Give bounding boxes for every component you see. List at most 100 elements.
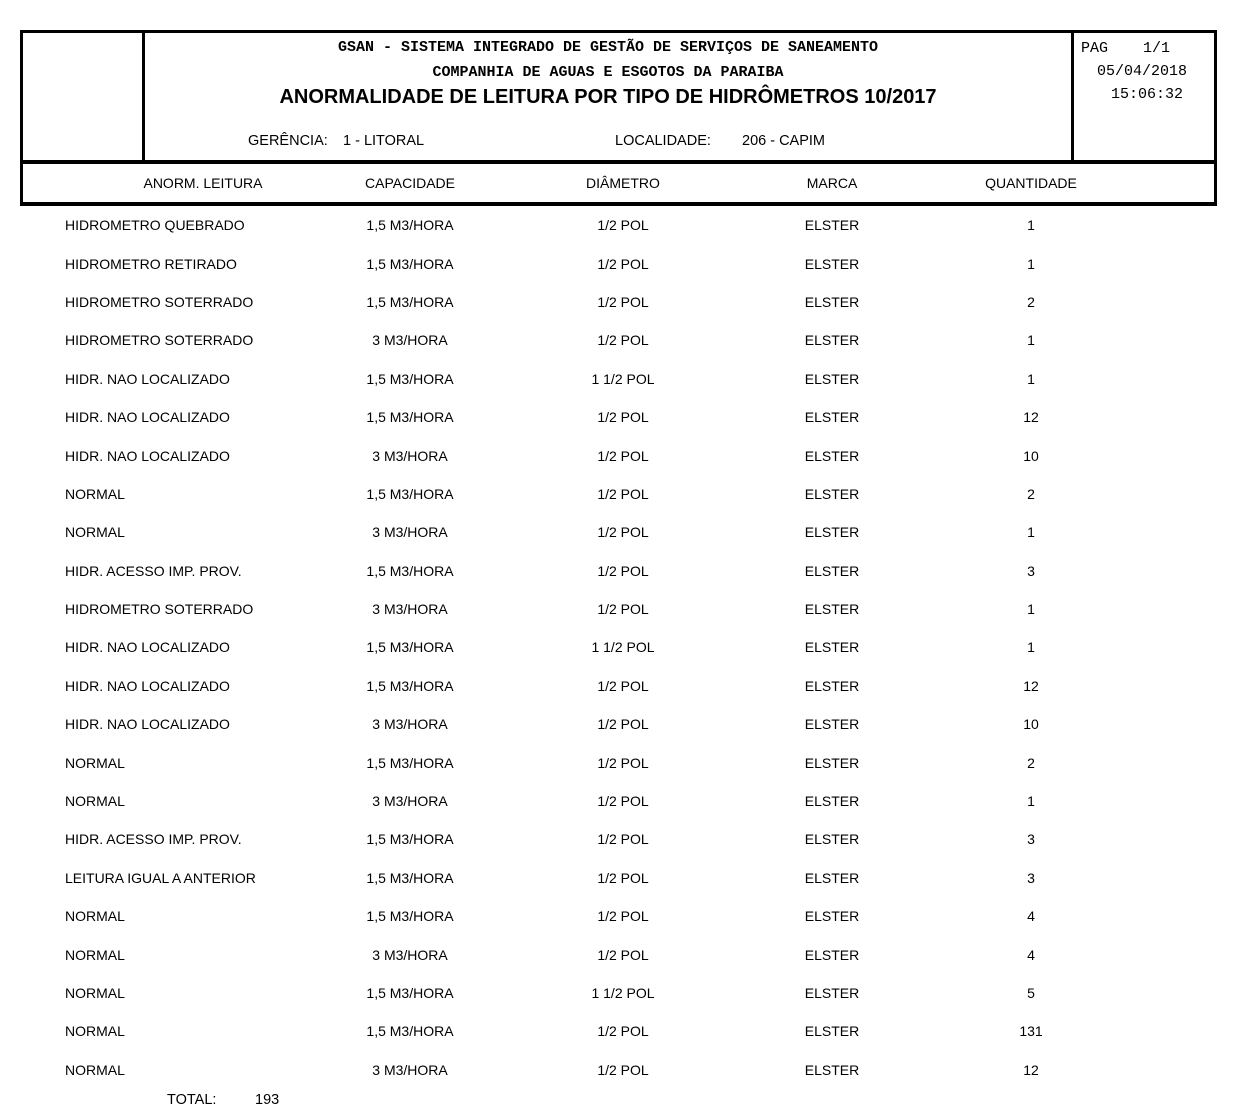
cell-anormalidade: HIDR. NAO LOCALIZADO: [65, 639, 230, 656]
cell-anormalidade: HIDROMETRO SOTERRADO: [65, 332, 254, 349]
report-date: 05/04/2018: [1096, 63, 1187, 80]
cell-capacidade: 3 M3/HORA: [372, 946, 448, 963]
table-row: HIDR. NAO LOCALIZADO 1,5 M3/HORA 1/2 POL EL…: [20, 398, 1217, 436]
table-row: NORMAL 3 M3/HORA 1/2 POL ELSTER 4: [20, 935, 1217, 973]
cell-quantidade: 1: [1027, 332, 1035, 349]
cell-marca: ELSTER: [804, 524, 860, 541]
cell-marca: ELSTER: [804, 370, 860, 387]
table-row: HIDR. NAO LOCALIZADO 3 M3/HORA 1/2 POL ELST…: [20, 436, 1217, 474]
cell-diametro: 1/2 POL: [597, 255, 649, 272]
table-row: NORMAL 3 M3/HORA 1/2 POL ELSTER 1: [20, 782, 1217, 820]
cell-capacidade: 3 M3/HORA: [372, 524, 448, 541]
cell-diametro: 1/2 POL: [597, 677, 649, 694]
table-row: NORMAL 1,5 M3/HORA 1 1/2 POL ELSTER 5: [20, 974, 1217, 1012]
cell-marca: ELSTER: [804, 447, 860, 464]
cell-anormalidade: HIDR. NAO LOCALIZADO: [65, 370, 230, 387]
cell-marca: ELSTER: [804, 908, 860, 925]
cell-capacidade: 3 M3/HORA: [372, 1061, 448, 1078]
cell-capacidade: 1,5 M3/HORA: [366, 562, 454, 579]
cell-anormalidade: NORMAL: [65, 1023, 125, 1040]
col-header-marca: MARCA: [806, 175, 858, 191]
cell-capacidade: 1,5 M3/HORA: [366, 255, 454, 272]
cell-anormalidade: NORMAL: [65, 908, 125, 925]
cell-capacidade: 3 M3/HORA: [372, 793, 448, 810]
cell-quantidade: 1: [1027, 370, 1035, 387]
cell-quantidade: 2: [1027, 293, 1035, 310]
cell-capacidade: 3 M3/HORA: [372, 716, 448, 733]
cell-anormalidade: HIDR. ACESSO IMP. PROV.: [65, 831, 242, 848]
cell-quantidade: 10: [1023, 716, 1039, 733]
cell-anormalidade: NORMAL: [65, 1061, 125, 1078]
table-row: NORMAL 3 M3/HORA 1/2 POL ELSTER 1: [20, 513, 1217, 551]
cell-anormalidade: HIDROMETRO RETIRADO: [65, 255, 237, 272]
cell-anormalidade: NORMAL: [65, 485, 125, 502]
page-number-line: PAG 1/1: [1074, 37, 1214, 60]
cell-marca: ELSTER: [804, 485, 860, 502]
table-row: LEITURA IGUAL A ANTERIOR 1,5 M3/HORA 1/2 P…: [20, 859, 1217, 897]
table-row: HIDR. NAO LOCALIZADO 1,5 M3/HORA 1 1/2 POL…: [20, 628, 1217, 666]
cell-capacidade: 1,5 M3/HORA: [366, 1023, 454, 1040]
cell-anormalidade: HIDR. NAO LOCALIZADO: [65, 409, 230, 426]
cell-quantidade: 12: [1023, 409, 1039, 426]
table-row: HIDROMETRO SOTERRADO 1,5 M3/HORA 1/2 POL EL…: [20, 283, 1217, 321]
cell-marca: ELSTER: [804, 601, 860, 618]
cell-capacidade: 1,5 M3/HORA: [366, 677, 454, 694]
cell-diametro: 1/2 POL: [597, 831, 649, 848]
table-row: HIDR. ACESSO IMP. PROV. 1,5 M3/HORA 1/2 PO…: [20, 552, 1217, 590]
cell-diametro: 1 1/2 POL: [591, 370, 655, 387]
cell-capacidade: 1,5 M3/HORA: [366, 908, 454, 925]
cell-diametro: 1/2 POL: [597, 485, 649, 502]
cell-diametro: 1 1/2 POL: [591, 985, 655, 1001]
col-header-anormalidade: ANORM. LEITURA: [143, 175, 263, 191]
cell-diametro: 1/2 POL: [597, 908, 649, 925]
table-row: HIDROMETRO QUEBRADO 1,5 M3/HORA 1/2 POL ELS…: [20, 206, 1217, 244]
table-body: HIDROMETRO QUEBRADO 1,5 M3/HORA 1/2 POL ELS…: [20, 206, 1217, 1089]
cell-quantidade: 12: [1023, 1061, 1039, 1078]
table-row: HIDR. NAO LOCALIZADO 3 M3/HORA 1/2 POL ELST…: [20, 705, 1217, 743]
cell-capacidade: 1,5 M3/HORA: [366, 754, 454, 771]
page-info-box: PAG 1/1 05/04/2018 15:06:32: [1071, 33, 1214, 160]
cell-quantidade: 1: [1027, 255, 1035, 272]
cell-capacidade: 3 M3/HORA: [372, 601, 448, 618]
cell-marca: ELSTER: [804, 754, 860, 771]
cell-marca: ELSTER: [804, 716, 860, 733]
cell-marca: ELSTER: [804, 946, 860, 963]
table-row: NORMAL 1,5 M3/HORA 1/2 POL ELSTER 2: [20, 475, 1217, 513]
logo-cell: [23, 33, 145, 160]
cell-diametro: 1/2 POL: [597, 332, 649, 349]
cell-diametro: 1/2 POL: [597, 409, 649, 426]
cell-quantidade: 1: [1027, 639, 1035, 656]
cell-diametro: 1/2 POL: [597, 217, 649, 234]
cell-diametro: 1/2 POL: [597, 754, 649, 771]
cell-marca: ELSTER: [804, 1061, 860, 1078]
col-header-diametro: DIÂMETRO: [586, 175, 660, 191]
cell-marca: ELSTER: [804, 409, 860, 426]
cell-diametro: 1/2 POL: [597, 601, 649, 618]
cell-anormalidade: HIDROMETRO QUEBRADO: [65, 217, 245, 234]
col-header-capacidade: CAPACIDADE: [365, 175, 455, 191]
cell-marca: ELSTER: [804, 562, 860, 579]
cell-quantidade: 2: [1027, 754, 1035, 771]
cell-quantidade: 3: [1027, 831, 1035, 848]
table-row: NORMAL 3 M3/HORA 1/2 POL ELSTER 12: [20, 1051, 1217, 1089]
total-row: TOTAL: 193: [20, 1092, 1217, 1116]
gerencia-label: GERÊNCIA:: [248, 133, 328, 149]
cell-anormalidade: HIDROMETRO SOTERRADO: [65, 293, 254, 310]
cell-quantidade: 1: [1027, 217, 1035, 234]
cell-capacidade: 1,5 M3/HORA: [366, 831, 454, 848]
cell-anormalidade: NORMAL: [65, 524, 125, 541]
cell-diametro: 1 1/2 POL: [591, 639, 655, 656]
cell-capacidade: 3 M3/HORA: [372, 332, 448, 349]
cell-marca: ELSTER: [804, 831, 860, 848]
cell-marca: ELSTER: [804, 217, 860, 234]
cell-quantidade: 3: [1027, 562, 1035, 579]
cell-capacidade: 1,5 M3/HORA: [366, 293, 454, 310]
cell-quantidade: 131: [1019, 1023, 1043, 1040]
table-row: HIDROMETRO RETIRADO 1,5 M3/HORA 1/2 POL ELS…: [20, 244, 1217, 282]
cell-capacidade: 1,5 M3/HORA: [366, 370, 454, 387]
cell-diametro: 1/2 POL: [597, 793, 649, 810]
cell-capacidade: 1,5 M3/HORA: [366, 985, 454, 1001]
cell-marca: ELSTER: [804, 255, 860, 272]
table-row: HIDROMETRO SOTERRADO 3 M3/HORA 1/2 POL ELST…: [20, 321, 1217, 359]
